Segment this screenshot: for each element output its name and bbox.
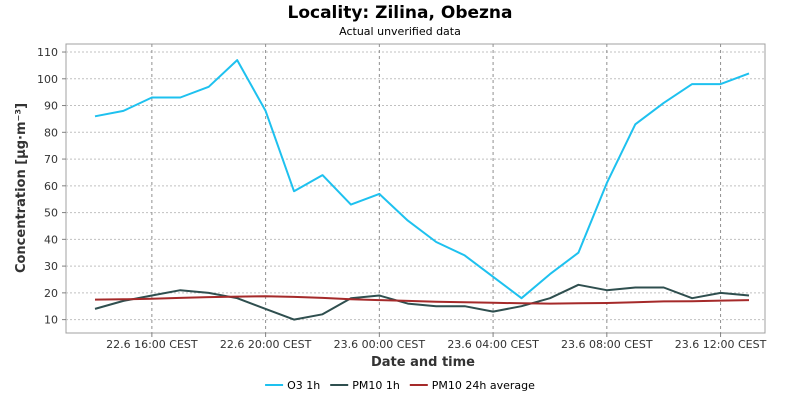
series-line-0	[94, 59, 750, 300]
y-tick-label: 90	[44, 100, 58, 113]
x-tick-label: 23.6 08:00 CEST	[561, 338, 653, 351]
y-tick-label: 10	[44, 314, 58, 327]
x-axis: 22.6 16:00 CEST 22.6 20:00 CEST 23.6 00:00…	[106, 333, 767, 351]
y-tick-label: 70	[44, 153, 58, 166]
y-tick-label: 20	[44, 287, 58, 300]
series-line-2	[94, 295, 750, 305]
x-tick-label: 23.6 00:00 CEST	[334, 338, 426, 351]
legend-label: PM10 1h	[352, 379, 400, 392]
x-tick-label: 22.6 16:00 CEST	[106, 338, 198, 351]
chart-subtitle: Actual unverified data	[339, 25, 461, 38]
legend-label: PM10 24h average	[432, 379, 535, 392]
x-axis-label: Date and time	[371, 355, 475, 370]
series-group	[94, 59, 750, 321]
y-tick-label: 60	[44, 180, 58, 193]
legend-label: O3 1h	[287, 379, 320, 392]
legend: O3 1h PM10 1h PM10 24h average	[265, 379, 535, 392]
x-tick-label: 22.6 20:00 CEST	[220, 338, 312, 351]
y-tick-label: 110	[37, 46, 58, 59]
y-tick-label: 50	[44, 207, 58, 220]
series-line-1	[94, 283, 750, 321]
chart-title: Locality: Zilina, Obezna	[287, 3, 512, 23]
y-axis: 10 20 30 40 50 60 70 80 90 100 110	[37, 46, 66, 327]
y-tick-label: 100	[37, 73, 58, 86]
y-axis-label: Concentration [µg·m⁻³]	[14, 103, 29, 273]
x-tick-label: 23.6 04:00 CEST	[447, 338, 539, 351]
y-tick-label: 30	[44, 260, 58, 273]
plot-area	[65, 43, 766, 334]
y-tick-label: 40	[44, 233, 58, 246]
y-tick-label: 80	[44, 126, 58, 139]
x-tick-label: 23.6 12:00 CEST	[675, 338, 767, 351]
grid	[66, 44, 765, 333]
